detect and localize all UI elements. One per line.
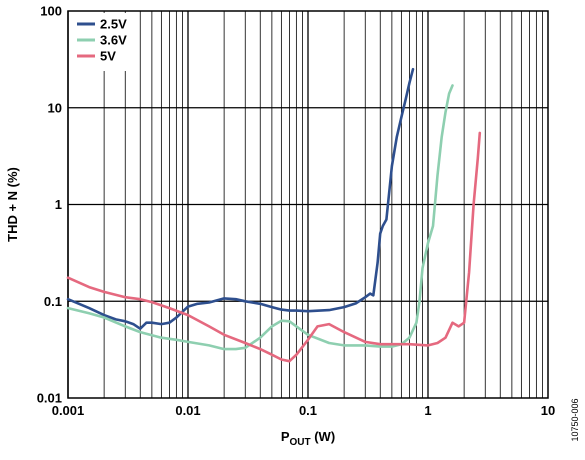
y-tick-labels: 0.01 0.1 1 10 100 [37,4,62,406]
legend-label: 3.6V [100,33,127,48]
y-tick-label: 1 [55,197,62,212]
series-line-3-6v [66,84,454,351]
x-tick-labels: 0.001 0.01 0.1 1 10 [52,403,556,418]
plot-frame [67,10,549,399]
x-tick-label: 1 [424,403,431,418]
x-tick-label: 0.1 [299,403,317,418]
series-layer [66,67,482,363]
legend-label: 5V [100,49,116,64]
x-axis-title-subscript: OUT [290,437,311,448]
y-tick-label: 100 [40,4,62,19]
x-axis-title-unit: (W) [311,429,336,444]
y-tick-label: 0.1 [44,294,62,309]
legend-label: 2.5V [100,17,127,32]
y-tick-label: 0.01 [37,391,62,406]
x-tick-label: 10 [541,403,555,418]
x-axis-title: POUT (W) [281,429,335,448]
y-axis-title: THD + N (%) [5,167,20,242]
x-axis-title-main: P [281,429,290,444]
x-tick-label: 0.01 [175,403,200,418]
figure-id: 10750-006 [570,398,580,441]
x-tick-label: 0.001 [52,403,85,418]
series-line-5v [66,131,482,363]
series-line-2-5v [66,67,415,330]
y-tick-label: 10 [48,100,62,115]
